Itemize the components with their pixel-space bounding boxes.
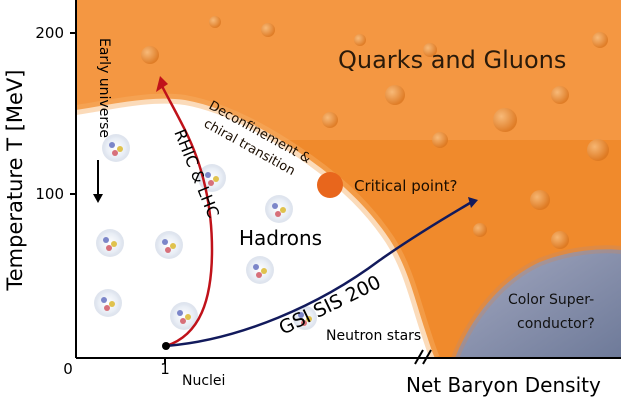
gsi-arrowhead: [468, 197, 478, 208]
y-tick-100: 100: [35, 185, 64, 203]
x-axis-break: [414, 349, 432, 365]
y-axis-title: Temperature T [MeV]: [3, 70, 27, 292]
rhic-lhc-trajectory: [160, 85, 214, 348]
hadron-region: [76, 98, 435, 358]
critical-point-label: Critical point?: [354, 177, 457, 195]
phase-regions: [76, 0, 621, 358]
gsi-trajectory: [165, 201, 471, 348]
superconductor-label-2: conductor?: [517, 316, 595, 332]
axes: [70, 0, 621, 365]
x-tick-0: 0: [63, 360, 73, 378]
neutron-stars-label: Neutron stars: [326, 328, 421, 344]
qgp-label: Quarks and Gluons: [338, 46, 566, 74]
nuclei-point: [162, 342, 170, 350]
x-tick-1: 1: [160, 360, 170, 378]
critical-point-marker: [317, 172, 343, 198]
x-axis-title: Net Baryon Density: [406, 373, 601, 397]
quark-gluon-bubbles: [141, 16, 609, 249]
superconductor-label-1: Color Super-: [508, 292, 594, 308]
rhic-lhc-arrowhead: [156, 76, 168, 92]
y-tick-200: 200: [35, 24, 64, 42]
hadron-cluster-icons: [94, 134, 317, 330]
color-superconductor-region: [455, 249, 621, 358]
arrow-down-icon: [93, 160, 103, 203]
early-universe-label: Early universe: [96, 38, 112, 138]
nuclei-label: Nuclei: [182, 373, 225, 389]
hadrons-label: Hadrons: [239, 226, 322, 250]
